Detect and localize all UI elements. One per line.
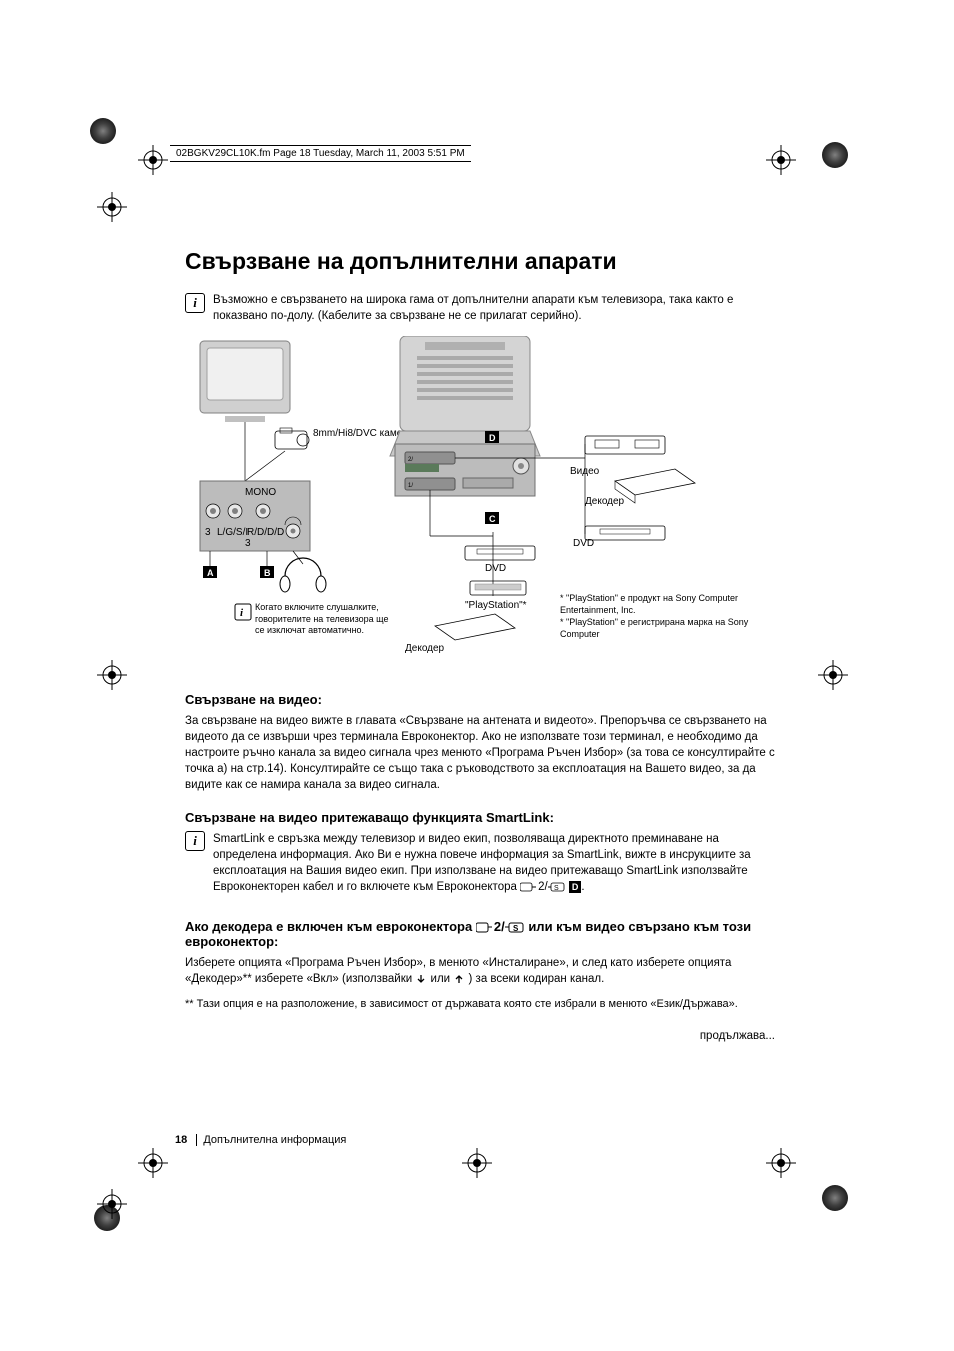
- continues-label: продължава...: [185, 1030, 785, 1042]
- tv-back-icon: [390, 336, 540, 456]
- section3-heading: Ако декодера е включен към евроконектора…: [185, 919, 785, 949]
- connection-diagram: 8mm/Hi8/DVC камера MONO 3 L/G/S/I R/D/D/…: [185, 336, 785, 676]
- page-content: Свързване на допълнителни апарати i Възм…: [185, 248, 785, 1042]
- svg-text:MONO: MONO: [245, 487, 276, 498]
- section2-body: SmartLink е свръзка между телевизор и ви…: [213, 831, 785, 895]
- section3-body: Изберете опцията «Програма Ръчен Избор»,…: [185, 955, 785, 987]
- svg-text:i: i: [240, 607, 244, 619]
- section1-body: За свързване на видео вижте в главата «С…: [185, 713, 785, 793]
- headphones-icon: [280, 558, 326, 592]
- svg-text:"PlayStation"*: "PlayStation"*: [465, 600, 527, 611]
- scart-icon: [476, 922, 494, 933]
- svg-text:C: C: [489, 514, 496, 524]
- dvd2-icon: [585, 526, 665, 540]
- svg-text:S: S: [554, 885, 559, 892]
- svg-text:L/G/S/I: L/G/S/I: [217, 527, 248, 538]
- section2-heading: Свързване на видео притежаващо функцията…: [185, 810, 785, 825]
- headphone-note: i: [235, 604, 251, 620]
- arrow-down-icon: [415, 973, 427, 985]
- file-info-header: 02BGKV29CL10K.fm Page 18 Tuesday, March …: [170, 145, 471, 162]
- reg-mark-tr: [822, 142, 848, 168]
- small-monitor-icon: [200, 341, 290, 422]
- playstation-icon: [470, 581, 526, 595]
- crop-top-right: [766, 145, 796, 175]
- svg-text:3: 3: [205, 527, 211, 538]
- footnote: ** Тази опция е на разположение, в завис…: [185, 997, 785, 1012]
- dvd1-icon: [465, 546, 535, 560]
- info-icon: i: [185, 831, 205, 851]
- decoder1-icon: [435, 614, 515, 640]
- svg-text:1/: 1/: [408, 483, 413, 489]
- svg-text:2/: 2/: [408, 457, 413, 463]
- page-footer: 18 Допълнителна информация: [175, 1134, 346, 1146]
- svg-text:D: D: [489, 433, 496, 443]
- page-title: Свързване на допълнителни апарати: [185, 248, 785, 275]
- info-icon: i: [185, 293, 205, 313]
- crop-bot-right: [766, 1148, 796, 1178]
- intro-info-box: i Възможно е свързването на широка гама …: [185, 293, 785, 324]
- svg-text:A: A: [207, 568, 214, 578]
- arrow-up-icon: [453, 973, 465, 985]
- crop-mid-left: [97, 660, 127, 690]
- decoder2-icon: [615, 469, 695, 503]
- svg-text:3: 3: [245, 538, 251, 549]
- svg-text:Декодер: Декодер: [585, 496, 625, 507]
- crop-mid-right: [818, 660, 848, 690]
- page-number: 18: [175, 1134, 187, 1146]
- section2-info-box: i SmartLink е свръзка между телевизор и …: [185, 831, 785, 903]
- reg-mark-tl: [90, 118, 116, 144]
- footer-section: Допълнителна информация: [196, 1134, 346, 1146]
- connector-panel: 2/ 1/: [395, 444, 535, 496]
- reg-mark-br: [822, 1185, 848, 1211]
- svg-text:S: S: [513, 924, 519, 933]
- svg-text:DVD: DVD: [573, 538, 594, 549]
- svg-text:Видео: Видео: [570, 466, 600, 477]
- scart-icon: [520, 882, 538, 892]
- crop-bot-left: [97, 1189, 127, 1219]
- svg-text:Декодер: Декодер: [405, 643, 445, 654]
- svg-text:R/D/D/D: R/D/D/D: [247, 527, 284, 538]
- camcorder-icon: [275, 428, 309, 449]
- side-input-panel: MONO 3 L/G/S/I R/D/D/D 3: [200, 481, 310, 551]
- crop-top-left2: [97, 192, 127, 222]
- crop-bot-left2: [138, 1148, 168, 1178]
- section1-heading: Свързване на видео:: [185, 692, 785, 707]
- crop-top-left: [138, 145, 168, 175]
- letter-d-inline: D: [569, 881, 582, 894]
- video-device-icon: [585, 436, 665, 454]
- svg-text:DVD: DVD: [485, 563, 506, 574]
- smartlink-icon: S: [548, 882, 566, 892]
- intro-text: Възможно е свързването на широка гама от…: [213, 293, 785, 324]
- svg-text:B: B: [264, 568, 271, 578]
- smartlink-icon: S: [505, 922, 525, 933]
- crop-bot-mid: [462, 1148, 492, 1178]
